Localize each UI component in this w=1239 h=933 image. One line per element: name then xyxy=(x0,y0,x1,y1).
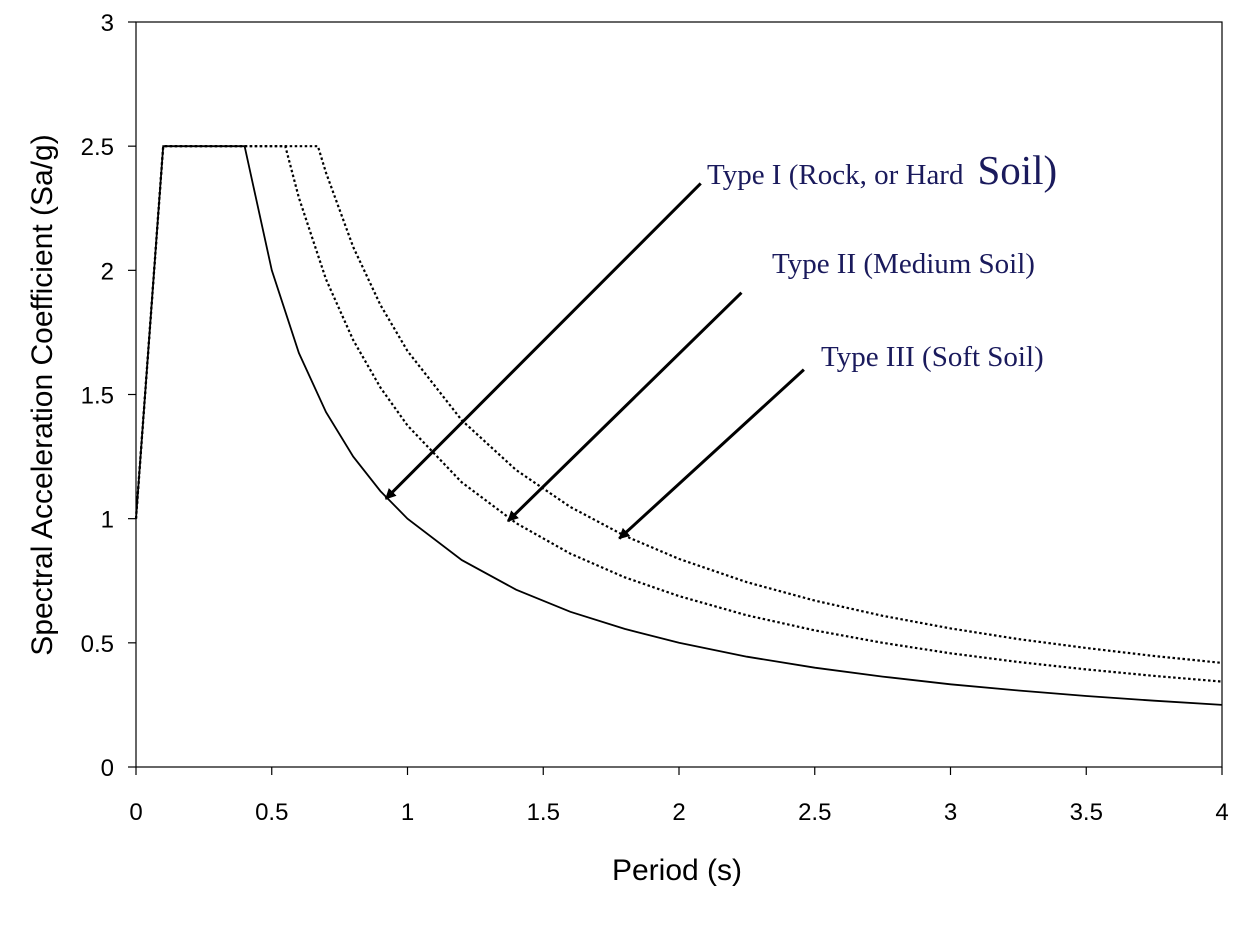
annotation-arrow-ann2 xyxy=(506,291,743,523)
plot-area xyxy=(135,21,1223,768)
series-line-type3 xyxy=(134,145,1223,664)
x-axis-title: Period (s) xyxy=(612,854,742,887)
series-line-type2 xyxy=(134,145,1223,683)
y-tick-label: 1 xyxy=(101,507,114,534)
y-tick-label: 3 xyxy=(101,10,114,37)
y-tick-label: 0.5 xyxy=(81,631,114,658)
y-tick-label: 2.5 xyxy=(81,134,114,161)
x-tick-label: 2.5 xyxy=(798,799,831,826)
x-axis: 0 0.5 1 1.5 2 2.5 3 3.5 4 xyxy=(129,767,1229,826)
series-layer xyxy=(134,145,1223,706)
annotation-text: Type III (Soft Soil) xyxy=(821,341,1044,373)
annotation-arrow-ann1 xyxy=(384,182,702,500)
y-axis: 0 0.5 1 1.5 2 2.5 3 xyxy=(81,10,136,782)
annotation-layer: Type I (Rock, or Hard Soil) Type II (Mediu… xyxy=(384,147,1057,540)
y-tick-label: 0 xyxy=(101,755,114,782)
annotation-label-ann1: Type I (Rock, or Hard Soil) xyxy=(707,147,1057,193)
x-tick-label: 3 xyxy=(944,799,957,826)
x-tick-label: 2 xyxy=(672,799,685,826)
x-tick-label: 1 xyxy=(401,799,414,826)
x-tick-label: 1.5 xyxy=(527,799,560,826)
y-tick-label: 1.5 xyxy=(81,383,114,410)
x-tick-label: 0.5 xyxy=(255,799,288,826)
x-tick-label: 0 xyxy=(129,799,142,826)
x-tick-label: 3.5 xyxy=(1070,799,1103,826)
annotation-text-large: Soil) xyxy=(977,147,1057,193)
annotation-text: Type I (Rock, or Hard xyxy=(707,159,964,191)
series-line-type1 xyxy=(135,145,1223,706)
y-tick-label: 2 xyxy=(101,258,114,285)
annotation-arrow-ann3 xyxy=(618,368,805,540)
x-tick-label: 4 xyxy=(1215,799,1228,826)
annotation-label-ann3: Type III (Soft Soil) xyxy=(821,341,1044,373)
annotation-label-ann2: Type II (Medium Soil) xyxy=(772,248,1035,280)
y-axis-title: Spectral Acceleration Coefficient (Sa/g) xyxy=(26,134,59,655)
annotation-text: Type II (Medium Soil) xyxy=(772,248,1035,280)
